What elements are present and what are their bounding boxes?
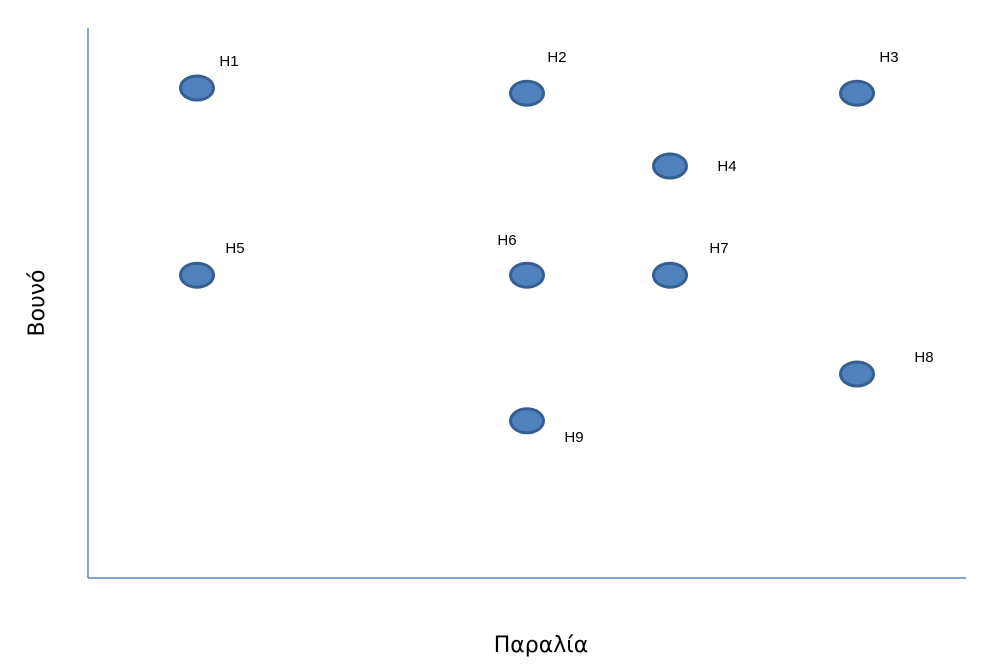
data-label-h7: H7 — [709, 240, 728, 257]
data-label-h6: H6 — [497, 232, 516, 249]
data-point-h7 — [652, 261, 688, 289]
data-label-h5: H5 — [225, 240, 244, 257]
data-point-h2 — [509, 79, 545, 107]
data-label-h4: H4 — [717, 158, 736, 175]
data-point-h6 — [509, 261, 545, 289]
data-point-h8 — [839, 360, 875, 388]
data-label-h3: H3 — [879, 49, 898, 66]
data-label-h8: H8 — [914, 349, 933, 366]
x-axis-label: Παραλία — [494, 633, 588, 658]
data-label-h1: H1 — [219, 53, 238, 70]
data-point-h1 — [179, 74, 215, 102]
data-label-h2: H2 — [547, 49, 566, 66]
y-axis-label: Βουνό — [25, 269, 50, 336]
data-label-h9: H9 — [564, 429, 583, 446]
data-point-h3 — [839, 79, 875, 107]
data-point-h9 — [509, 407, 545, 435]
data-point-h5 — [179, 261, 215, 289]
points-layer: H1 H2 H3 H4 H5 H6 H7 H8 H9 — [179, 49, 934, 446]
data-point-h4 — [652, 152, 688, 180]
